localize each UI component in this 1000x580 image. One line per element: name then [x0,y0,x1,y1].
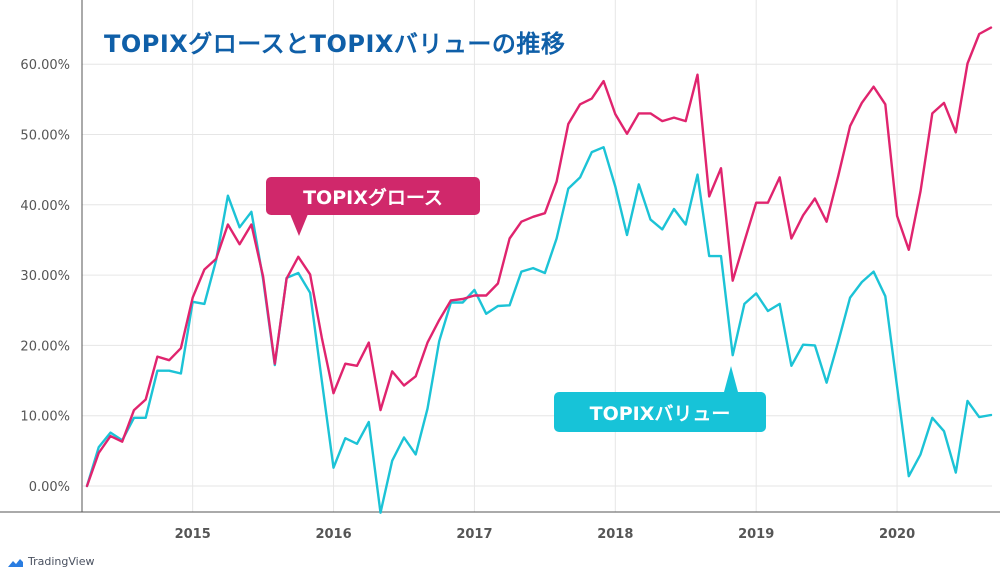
y-tick-label: 40.00% [20,199,70,214]
y-tick-label: 20.00% [20,339,70,354]
chart-title: TOPIXグロースとTOPIXバリューの推移 [104,30,566,58]
x-tick-label: 2015 [175,527,211,542]
y-tick-label: 10.00% [20,410,70,425]
x-tick-label: 2017 [456,527,492,542]
brand-name: TradingView [28,555,95,568]
value-callout: TOPIXバリュー [554,366,766,432]
grid-lines [82,0,992,512]
x-tick-label: 2020 [879,527,915,542]
brand-watermark: TradingView [6,555,94,568]
series-line-value [85,145,993,514]
y-tick-label: 0.00% [29,480,70,495]
y-tick-label: 30.00% [20,269,70,284]
series-lines [85,26,993,514]
x-tick-label: 2016 [315,527,351,542]
x-axis-tick-labels: 2015 2016 2017 2018 2019 2020 [175,527,916,542]
series-line-growth [85,26,993,488]
tradingview-cloud-icon [8,558,23,567]
y-tick-label: 60.00% [20,58,70,73]
x-tick-label: 2019 [738,527,774,542]
growth-callout: TOPIXグロース [266,177,480,236]
y-axis-tick-labels: 0.00% 10.00% 20.00% 30.00% 40.00% 50.00% 60.00… [20,58,70,495]
x-tick-label: 2018 [597,527,633,542]
y-tick-label: 50.00% [20,129,70,144]
axes [0,0,1000,513]
